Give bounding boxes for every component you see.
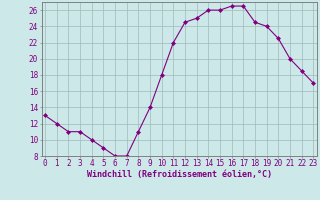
X-axis label: Windchill (Refroidissement éolien,°C): Windchill (Refroidissement éolien,°C) (87, 170, 272, 179)
